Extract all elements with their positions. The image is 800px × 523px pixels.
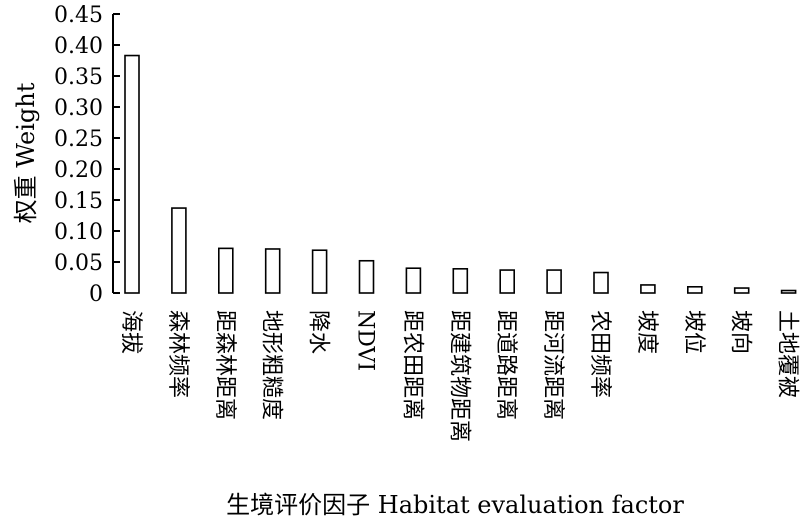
x-tick-label: 农田频率 [587, 310, 612, 398]
bar-15 [780, 289, 797, 294]
bar-10 [546, 269, 562, 294]
y-tick-label: 0.45 [54, 3, 103, 28]
x-tick-label: 坡向 [728, 310, 753, 354]
x-tick-label: 距道路距离 [493, 310, 518, 420]
bar-3 [218, 247, 234, 294]
bar-8 [452, 268, 469, 294]
y-tick-label: 0.25 [54, 127, 103, 152]
x-tick-label: 森林频率 [165, 310, 190, 398]
bars-group [124, 54, 797, 294]
y-tick-label: 0.40 [54, 34, 103, 59]
x-tick-label: 地形粗糙度 [259, 310, 284, 420]
x-tick-label: 坡度 [634, 310, 659, 354]
x-tick-label: 距农田距离 [399, 310, 424, 420]
bar-7 [405, 267, 422, 294]
y-tick-label: 0 [89, 282, 103, 307]
x-tick-label: 距建筑物距离 [446, 310, 471, 442]
x-tick-label: 距森林距离 [212, 310, 237, 420]
bar-6 [358, 259, 375, 294]
bar-4 [264, 248, 281, 294]
x-tick-label: NDVI [353, 310, 378, 371]
y-tick-label: 0.20 [54, 158, 103, 183]
x-tick-label: 降水 [306, 310, 331, 354]
y-tick-label: 0.05 [54, 251, 103, 276]
y-tick-label: 0.15 [54, 189, 103, 214]
bar-13 [686, 285, 703, 294]
x-axis-title: 生境评价因子 Habitat evaluation factor [226, 491, 684, 519]
y-axis-ticks: 0 0.05 0.10 0.15 0.20 0.25 0.30 0.35 0.40 0.45 [54, 3, 120, 307]
bar-12 [640, 284, 656, 294]
bar-5 [311, 249, 328, 294]
bar-11 [593, 271, 609, 294]
y-axis-title: 权重 Weight [12, 82, 40, 223]
x-tick-label: 土地覆被 [775, 310, 800, 398]
x-axis-tick-labels: 海拔 森林频率 距森林距离 地形粗糙度 降水 NDVI 距农田距离 距建筑物距离 距道路距离 距河… [118, 310, 800, 442]
y-tick-label: 0.10 [54, 220, 103, 245]
y-tick-label: 0.35 [54, 65, 103, 90]
y-tick-label: 0.30 [54, 96, 103, 121]
bar-14 [733, 287, 750, 294]
x-tick-label: 距河流距离 [540, 310, 565, 420]
bar-2 [171, 207, 187, 294]
x-tick-label: 坡位 [681, 310, 706, 354]
x-tick-label: 海拔 [118, 310, 143, 354]
bar-1 [124, 54, 140, 294]
bar-9 [499, 269, 516, 294]
